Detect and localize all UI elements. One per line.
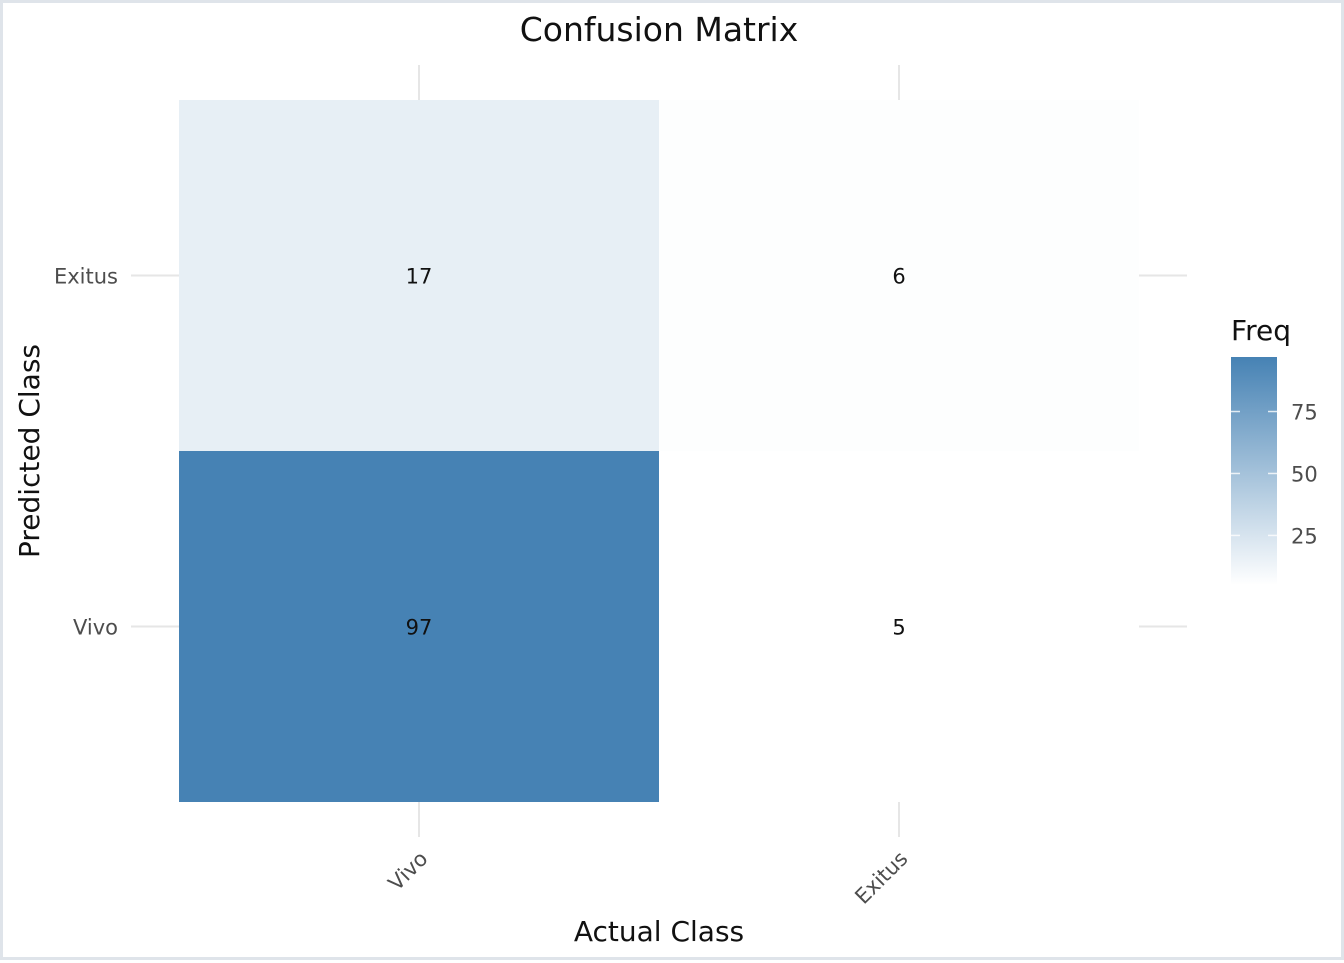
- heatmap-cells: [179, 100, 1139, 802]
- y-tick-label-exitus: Exitus: [54, 265, 118, 289]
- legend-tick-label-25: 25: [1291, 524, 1318, 548]
- color-legend: Freq 25 50 75: [1231, 314, 1318, 585]
- cell-vivo-vivo: [179, 451, 659, 802]
- cell-label-vivo-exitus: 17: [406, 265, 433, 289]
- cell-vivo-exitus: [179, 100, 659, 451]
- cell-labels: 17 6 97 5: [406, 265, 906, 640]
- legend-ticks: 25 50 75: [1231, 401, 1318, 548]
- y-axis-title: Predicted Class: [13, 344, 46, 558]
- x-axis-ticks: Vivo Exitus: [384, 847, 913, 909]
- x-axis-title: Actual Class: [574, 915, 744, 948]
- cell-label-exitus-exitus: 6: [892, 265, 905, 289]
- legend-tick-label-75: 75: [1291, 401, 1318, 425]
- cell-exitus-exitus: [659, 100, 1139, 451]
- chart-title: Confusion Matrix: [520, 10, 799, 49]
- y-axis-ticks: Exitus Vivo: [54, 265, 118, 640]
- legend-colorbar: [1231, 357, 1277, 585]
- cell-label-exitus-vivo: 5: [892, 616, 905, 640]
- y-tick-label-vivo: Vivo: [73, 616, 118, 640]
- legend-title: Freq: [1231, 314, 1291, 347]
- x-tick-label-vivo: Vivo: [384, 847, 433, 896]
- legend-tick-label-50: 50: [1291, 462, 1318, 486]
- cell-label-vivo-vivo: 97: [406, 616, 433, 640]
- cell-exitus-vivo: [659, 451, 1139, 802]
- x-tick-label-exitus: Exitus: [850, 847, 912, 909]
- confusion-matrix-chart: Confusion Matrix 17 6 97 5 Vivo Exitus Exitu…: [13, 10, 1318, 948]
